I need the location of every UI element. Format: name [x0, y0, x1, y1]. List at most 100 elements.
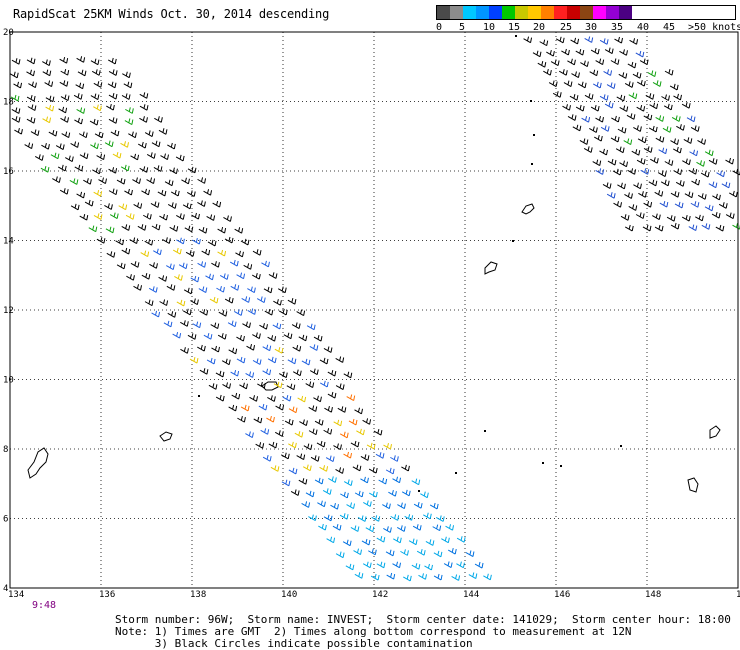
islet [418, 490, 420, 492]
wind-barb [314, 419, 324, 426]
wind-barb [592, 81, 602, 89]
colorbar-label: 35 [611, 22, 624, 33]
wind-barb [252, 272, 261, 280]
colorbar-swatch [489, 6, 502, 19]
wind-barb [236, 272, 246, 280]
wind-barb [181, 177, 190, 185]
wind-barb [686, 115, 696, 123]
wind-barb [327, 391, 337, 399]
wind-barb [690, 125, 700, 132]
wind-barb [628, 92, 638, 100]
wind-barb [370, 573, 380, 581]
wind-barb [281, 479, 291, 487]
wind-barb [197, 177, 207, 184]
wind-barb [273, 381, 283, 389]
wind-barb [228, 404, 238, 412]
wind-barb [277, 286, 287, 294]
wind-barb [708, 158, 718, 165]
wind-barb [569, 94, 579, 101]
wind-barb [353, 548, 363, 556]
wind-barb [130, 153, 140, 161]
wind-barb [144, 130, 154, 137]
wind-barb [729, 190, 738, 198]
wind-barb [183, 287, 193, 295]
wind-barb [456, 536, 466, 543]
wind-barb [144, 239, 154, 246]
wind-barb [191, 212, 200, 220]
wind-barb [572, 124, 582, 132]
wind-barb [595, 115, 604, 123]
wind-barb [333, 443, 342, 450]
wind-barb [278, 308, 288, 316]
wind-barb [270, 465, 280, 472]
wind-barb [146, 152, 156, 159]
wind-barb [346, 394, 356, 401]
wind-barb [26, 69, 35, 77]
wind-barb [562, 104, 571, 111]
wind-barb [318, 523, 327, 531]
wind-barb [189, 356, 199, 364]
wind-barb [84, 199, 94, 207]
wind-barb [176, 213, 185, 220]
wind-barb [594, 134, 603, 142]
wind-barb [543, 69, 552, 76]
wind-barb [288, 406, 298, 414]
wind-barb [319, 380, 329, 388]
wind-barb [633, 125, 642, 132]
wind-barb [76, 107, 86, 114]
wind-barb [105, 226, 115, 234]
wind-barb [174, 274, 183, 281]
wind-barb [429, 502, 439, 510]
wind-barb [182, 202, 192, 210]
wind-barb [354, 407, 363, 415]
wind-barb [59, 57, 69, 64]
wind-barb [176, 299, 186, 307]
wind-barb [390, 455, 399, 462]
wind-barb [624, 224, 634, 232]
wind-barb [314, 477, 324, 485]
wind-barb [683, 137, 693, 144]
wind-barb [65, 155, 74, 163]
latitude-tick-label: 18 [3, 98, 14, 108]
wind-barb [571, 71, 580, 78]
wind-barb [561, 48, 570, 56]
wind-barb [203, 189, 213, 196]
wind-barb [613, 201, 623, 208]
wind-barb [618, 72, 628, 79]
wind-barb [108, 167, 118, 174]
wind-barb [211, 261, 220, 268]
colorbar-label: 25 [560, 22, 573, 33]
wind-barb [197, 261, 207, 268]
wind-barb [108, 117, 118, 124]
wind-barb [10, 94, 20, 102]
wind-barb [648, 125, 658, 133]
wind-barb [299, 419, 308, 426]
wind-barb [294, 431, 304, 438]
wind-barb [104, 203, 113, 210]
wind-barb [335, 383, 345, 390]
wind-barb [345, 563, 355, 571]
wind-barb [198, 286, 208, 293]
wind-barb [176, 237, 185, 245]
islet [530, 100, 532, 102]
wind-barb [600, 125, 610, 132]
wind-barb [172, 331, 182, 339]
colorbar-label: 5 [459, 22, 466, 33]
wind-barb [365, 525, 375, 533]
islet [531, 163, 533, 165]
longitude-tick-label: 140 [281, 590, 297, 600]
longitude-tick-label: 146 [554, 590, 570, 600]
wind-barb [146, 177, 156, 184]
wind-barb [218, 310, 228, 317]
wind-barb [274, 430, 284, 437]
wind-barb [575, 48, 585, 56]
wind-barb [614, 36, 623, 44]
wind-barb [260, 428, 270, 435]
wind-barb [93, 81, 103, 88]
wind-barb [584, 93, 594, 100]
wind-barb [623, 138, 633, 145]
wind-barb [689, 149, 699, 157]
wind-barb [159, 299, 169, 306]
wind-barb [157, 189, 167, 197]
wind-barb [59, 80, 69, 87]
